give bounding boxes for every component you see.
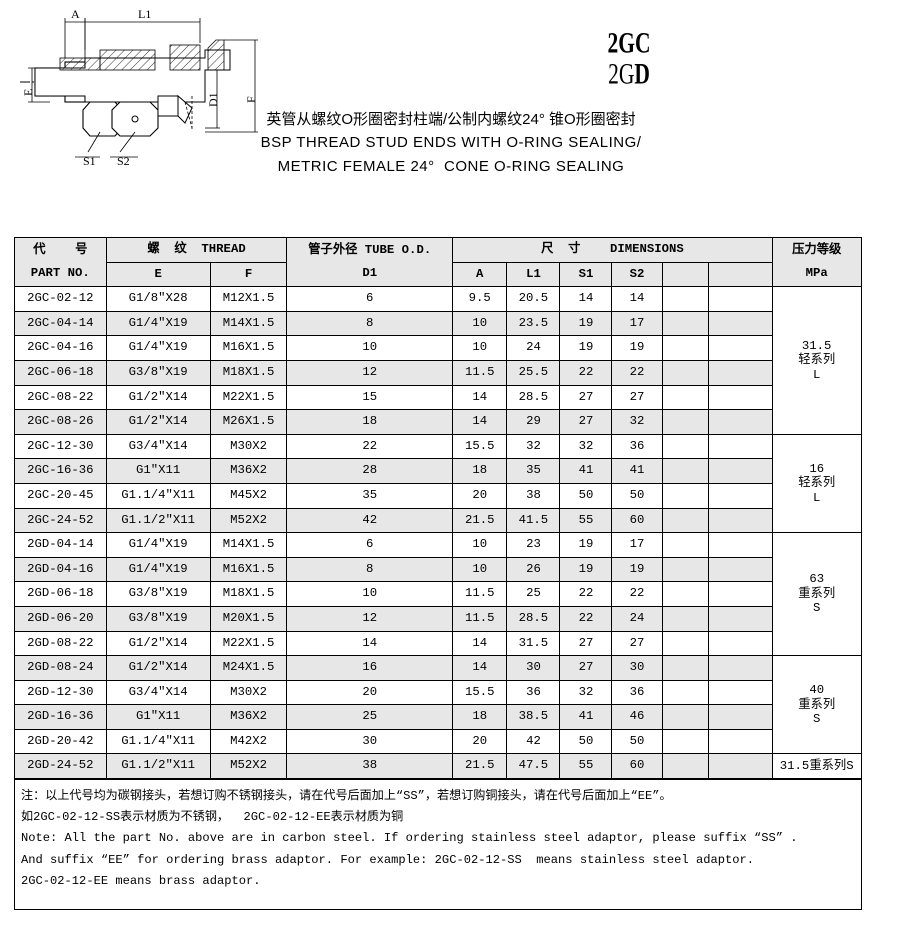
svg-text:A: A (71, 10, 80, 21)
svg-text:L1: L1 (138, 10, 151, 21)
svg-text:E: E (21, 89, 35, 96)
svg-text:F: F (244, 96, 258, 103)
svg-text:D1: D1 (206, 92, 220, 107)
